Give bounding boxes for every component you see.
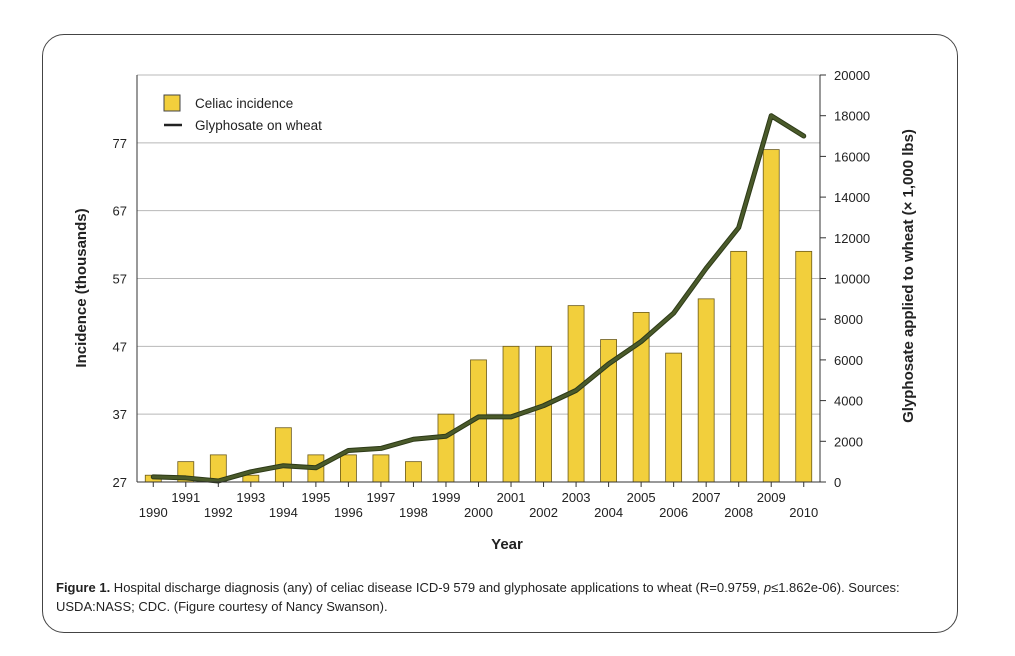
axes [136,74,826,487]
bar [340,454,357,483]
x-tick-label: 1998 [399,505,428,520]
x-axis-title: Year [491,536,523,553]
y2-tick-label: 14000 [834,190,870,205]
caption-text-1: Hospital discharge diagnosis (any) of ce… [110,580,764,595]
bar [535,345,552,483]
bar [437,413,455,483]
y2-tick-label: 4000 [834,394,863,409]
tick-labels: 27 37 47 57 67 77 0 2000 4000 6000 8000 10000 12000 1… [113,68,871,520]
x-tick-label: 2008 [724,505,753,520]
caption-p-symbol: p [763,580,772,595]
caption-label: Figure 1. [56,580,111,595]
x-tick-label: 2001 [497,490,526,505]
bar [405,461,422,483]
legend-label-glyphosate: Glyphosate on wheat [195,118,322,133]
y-tick-label: 37 [113,407,127,422]
y2-tick-label: 18000 [834,109,870,124]
bar [697,298,715,483]
y-tick-label: 47 [113,339,127,354]
x-tick-label: 2000 [464,505,493,520]
y2-tick-label: 16000 [834,149,870,164]
x-tick-label: 2006 [659,505,688,520]
x-tick-label: 2004 [594,505,623,520]
x-tick-label: 2007 [692,490,721,505]
bar [795,250,813,483]
y-tick-label: 27 [113,475,127,490]
x-tick-label: 1996 [334,505,363,520]
bar [242,474,260,483]
bar [730,250,748,483]
x-tick-label: 1992 [204,505,233,520]
y2-tick-label: 2000 [834,434,863,449]
legend: Celiac incidence Glyphosate on wheat [163,94,322,133]
x-tick-label: 2010 [789,505,818,520]
y-axis-title: Incidence (thousands) [73,208,90,367]
x-tick-label: 1993 [236,490,265,505]
bar [274,427,292,483]
y2-axis-title: Glyphosate applied to wheat (× 1,000 lbs… [900,129,917,423]
y2-tick-label: 8000 [834,312,863,327]
legend-label-celiac: Celiac incidence [195,96,293,111]
x-tick-label: 2003 [562,490,591,505]
bar [372,454,390,483]
caption-text-2: ≤1.862e-06). Sources: USDA:NASS; CDC. (F… [56,580,900,614]
y-tick-label: 67 [113,204,127,219]
y2-tick-label: 20000 [834,68,870,83]
bar [762,149,780,483]
y2-tick-label: 0 [834,475,841,490]
x-tick-label: 2009 [757,490,786,505]
x-tick-label: 1997 [366,490,395,505]
bar [665,352,683,483]
bar-series [144,149,813,483]
x-tick-label: 2005 [627,490,656,505]
y2-tick-label: 12000 [834,231,870,246]
x-tick-label: 1999 [432,490,461,505]
figure-caption: Figure 1. Hospital discharge diagnosis (… [56,578,951,616]
y2-tick-label: 6000 [834,353,863,368]
x-tick-label: 2002 [529,505,558,520]
x-tick-label: 1990 [139,505,168,520]
y-tick-label: 77 [113,136,127,151]
y2-tick-label: 10000 [834,272,870,287]
y-tick-label: 57 [113,272,127,287]
x-tick-label: 1995 [301,490,330,505]
x-tick-label: 1994 [269,505,298,520]
legend-swatch-bar [163,94,181,112]
line-series [150,113,807,484]
x-tick-label: 1991 [171,490,200,505]
